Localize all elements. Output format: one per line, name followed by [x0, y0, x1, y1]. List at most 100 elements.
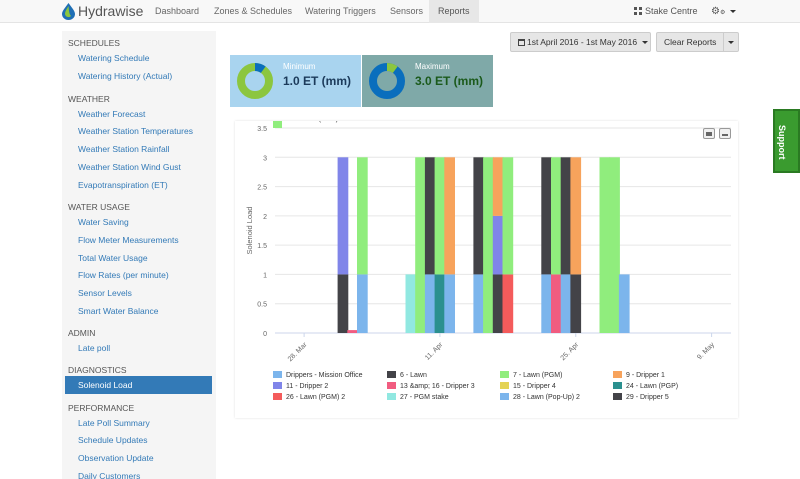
- bar-segment: [405, 274, 417, 333]
- y-tick-label: 2.5: [257, 185, 267, 192]
- y-tick-label: 1: [263, 272, 267, 279]
- bar-segment: [492, 215, 504, 275]
- sidebar-item-watering-history[interactable]: Watering History (Actual): [78, 71, 173, 81]
- y-tick-label: 2: [263, 214, 267, 221]
- sidebar-group-performance: PERFORMANCE: [68, 403, 135, 413]
- bar-segment: [541, 157, 552, 275]
- legend-swatch: [387, 371, 396, 378]
- maximum-label: Maximum: [415, 62, 450, 71]
- sidebar-item-station-wind-gust[interactable]: Weather Station Wind Gust: [78, 162, 181, 172]
- bar-segment: [424, 157, 436, 275]
- legend-swatch: [613, 371, 622, 378]
- stake-centre-label: Stake Centre: [645, 6, 698, 16]
- sidebar-item-flow-meter[interactable]: Flow Meter Measurements: [78, 235, 179, 245]
- bar-segment: [609, 157, 620, 333]
- support-label: Support: [777, 125, 787, 160]
- gears-icon: ⚙: [711, 6, 720, 17]
- clear-reports-dropdown-toggle[interactable]: [723, 32, 739, 52]
- legend-label: 26 - Lawn (PGM) 2: [286, 394, 345, 401]
- bar-segment: [473, 157, 485, 275]
- bar-segment: [502, 157, 514, 275]
- legend-label: 29 - Dripper 5: [626, 394, 669, 401]
- bar-segment: [492, 157, 504, 216]
- legend-swatch: [613, 382, 622, 389]
- sidebar-item-station-rainfall[interactable]: Weather Station Rainfall: [78, 144, 170, 154]
- print-icon: [706, 132, 712, 136]
- sidebar-group-water-usage: WATER USAGE: [68, 202, 130, 212]
- sidebar-item-solenoid-load[interactable]: Solenoid Load: [65, 376, 212, 394]
- settings-menu[interactable]: ⚙⚙: [711, 0, 736, 23]
- nav-dashboard[interactable]: Dashboard: [155, 6, 200, 16]
- x-tick-label: 25. Apr: [560, 341, 581, 362]
- sidebar-item-watering-schedule[interactable]: Watering Schedule: [78, 53, 150, 63]
- nav-sensors[interactable]: Sensors: [390, 6, 424, 16]
- legend-label: 28 - Lawn (Pop-Up) 2: [513, 394, 580, 401]
- legend-label: 30 - Lawn (PGP) 2: [286, 121, 344, 123]
- stake-centre-link[interactable]: Stake Centre: [634, 0, 698, 23]
- x-tick-label: 11. Apr: [424, 341, 445, 362]
- sidebar-item-evapotranspiration[interactable]: Evapotranspiration (ET): [78, 180, 168, 190]
- bar-segment: [570, 157, 582, 275]
- clear-reports-button[interactable]: Clear Reports: [656, 32, 724, 52]
- download-icon: [722, 131, 728, 136]
- y-tick-label: 3.5: [257, 126, 267, 133]
- legend-label: 7 - Lawn (PGM): [513, 372, 562, 379]
- chart-plot: 0 0.5 1 1.5 2 2.5 3 3.5 Solenoid Load 28. Mar 11. …: [245, 116, 731, 401]
- sidebar-item-schedule-updates[interactable]: Schedule Updates: [78, 435, 148, 445]
- minimum-label: Minimum: [283, 62, 316, 71]
- sidebar-item-water-saving[interactable]: Water Saving: [78, 217, 129, 227]
- date-range-button[interactable]: 1st April 2016 - 1st May 2016: [510, 32, 651, 52]
- sidebar-group-admin: ADMIN: [68, 328, 96, 338]
- y-tick-label: 0: [263, 331, 267, 338]
- minimum-et-tile: Minimum 1.0 ET (mm): [230, 55, 361, 107]
- bar-segment: [551, 157, 562, 275]
- sidebar-group-schedules: SCHEDULES: [68, 38, 120, 48]
- support-tab[interactable]: Support: [773, 109, 800, 173]
- sidebar-item-flow-rates[interactable]: Flow Rates (per minute): [78, 270, 169, 280]
- bar-segment: [492, 274, 504, 333]
- nav-watering-triggers[interactable]: Watering Triggers: [305, 6, 376, 16]
- legend-swatch: [273, 382, 282, 389]
- calendar-icon: [518, 39, 525, 46]
- y-tick-label: 0.5: [257, 302, 267, 309]
- legend-swatch: [273, 371, 282, 378]
- sidebar-item-late-poll-summary[interactable]: Late Poll Summary: [78, 418, 150, 428]
- bar-segment: [357, 157, 368, 275]
- nav-reports[interactable]: Reports: [429, 0, 479, 23]
- solenoid-load-chart: 0 0.5 1 1.5 2 2.5 3 3.5 Solenoid Load 28. Mar 11. …: [235, 116, 738, 418]
- y-tick-label: 3: [263, 155, 267, 162]
- legend-label: 13 &amp; 16 - Dripper 3: [400, 383, 475, 390]
- nav-zones-schedules[interactable]: Zones & Schedules: [214, 6, 293, 16]
- legend-swatch: [613, 393, 622, 400]
- legend-label: 24 - Lawn (PGP): [626, 383, 678, 390]
- bar-segment: [618, 274, 630, 333]
- legend-swatch: [387, 393, 396, 400]
- sidebar-group-weather: WEATHER: [68, 94, 110, 104]
- legend-swatch: [273, 393, 282, 400]
- sidebar-item-station-temperatures[interactable]: Weather Station Temperatures: [78, 126, 193, 136]
- sidebar-item-total-water-usage[interactable]: Total Water Usage: [78, 253, 148, 263]
- legend-swatch: [500, 382, 509, 389]
- sidebar-item-weather-forecast[interactable]: Weather Forecast: [78, 109, 146, 119]
- sidebar-item-smart-water-balance[interactable]: Smart Water Balance: [78, 306, 159, 316]
- y-axis-title: Solenoid Load: [245, 207, 254, 255]
- print-chart-button[interactable]: [703, 128, 715, 139]
- bar-segment: [347, 330, 358, 333]
- sidebar-group-diagnostics: DIAGNOSTICS: [68, 365, 127, 375]
- bar-segment: [483, 157, 494, 333]
- x-tick-label: 9. May: [696, 341, 716, 361]
- maximum-donut-icon: [369, 63, 405, 99]
- sidebar-item-sensor-levels[interactable]: Sensor Levels: [78, 288, 132, 298]
- bar-segment: [502, 274, 514, 333]
- bar-segment: [357, 274, 368, 333]
- bar-segment: [551, 274, 562, 333]
- legend-swatch: [500, 393, 509, 400]
- sidebar-item-observation-update[interactable]: Observation Update: [78, 453, 154, 463]
- download-chart-button[interactable]: [719, 128, 731, 139]
- chevron-down-icon: [728, 41, 734, 45]
- sidebar-item-daily-customers[interactable]: Daily Customers: [78, 471, 141, 479]
- bar-segment: [337, 157, 349, 275]
- sidebar-item-late-poll[interactable]: Late poll: [78, 343, 111, 353]
- brand[interactable]: Hydrawise: [62, 2, 143, 20]
- bar-segment: [473, 274, 485, 333]
